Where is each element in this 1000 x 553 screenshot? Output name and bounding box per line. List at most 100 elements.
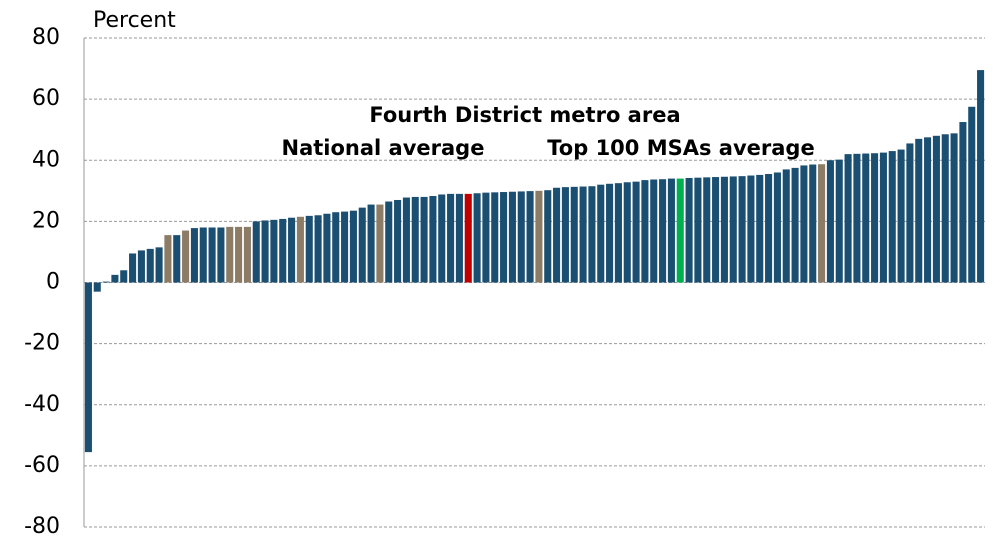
bar xyxy=(385,201,393,283)
bar xyxy=(120,270,128,283)
bar xyxy=(553,187,561,283)
bar xyxy=(473,193,481,283)
bar xyxy=(491,192,499,283)
bar xyxy=(623,182,631,283)
annotation: Fourth District metro area xyxy=(369,103,680,127)
bar xyxy=(932,135,940,283)
bar xyxy=(676,178,684,283)
bar xyxy=(950,133,958,283)
bar xyxy=(809,164,817,283)
bar xyxy=(712,177,720,283)
bar xyxy=(296,216,304,283)
y-tick-label: 20 xyxy=(32,208,60,233)
bar xyxy=(420,196,428,283)
bar xyxy=(959,122,967,283)
y-tick-label: 40 xyxy=(32,147,60,172)
bar xyxy=(173,235,181,283)
bar xyxy=(226,226,234,283)
bar xyxy=(129,253,137,283)
bar xyxy=(102,281,110,283)
bar xyxy=(288,217,296,283)
bar xyxy=(155,247,163,283)
bar xyxy=(93,282,101,292)
bar xyxy=(323,213,331,283)
bar xyxy=(747,175,755,283)
bar xyxy=(614,183,622,283)
bar xyxy=(632,181,640,283)
bar xyxy=(544,190,552,283)
bar xyxy=(402,197,410,283)
bar xyxy=(791,167,799,283)
bar xyxy=(358,207,366,283)
bar xyxy=(279,218,287,283)
bar xyxy=(906,143,914,283)
bar xyxy=(570,186,578,283)
bar xyxy=(447,193,455,283)
bar xyxy=(729,176,737,283)
bar xyxy=(217,227,225,283)
bar xyxy=(243,226,251,283)
bar xyxy=(411,196,419,283)
bar xyxy=(968,106,976,283)
bar xyxy=(517,191,525,283)
bar xyxy=(535,190,543,283)
bar xyxy=(977,70,985,283)
bar xyxy=(84,282,92,453)
bar xyxy=(190,228,198,283)
y-tick-label: 0 xyxy=(46,270,60,295)
bar xyxy=(659,179,667,283)
bar xyxy=(482,192,490,283)
bar xyxy=(941,134,949,283)
bar xyxy=(888,151,896,283)
bar xyxy=(597,184,605,283)
bar xyxy=(897,149,905,283)
bar xyxy=(782,169,790,283)
bar xyxy=(261,220,269,283)
y-tick-label: -60 xyxy=(24,453,60,478)
bar xyxy=(561,187,569,283)
y-tick-label: 80 xyxy=(32,25,60,50)
bar xyxy=(464,193,472,283)
bar xyxy=(694,177,702,283)
bar xyxy=(853,153,861,283)
bar xyxy=(756,174,764,283)
bar xyxy=(844,154,852,283)
bar xyxy=(394,199,402,283)
bar xyxy=(199,227,207,283)
bar xyxy=(667,178,675,283)
bar xyxy=(588,186,596,283)
bar xyxy=(579,186,587,283)
bar xyxy=(720,176,728,283)
y-tick-label: -20 xyxy=(24,331,60,356)
bar xyxy=(862,153,870,283)
bar xyxy=(208,227,216,283)
bar xyxy=(367,204,375,283)
bar xyxy=(738,176,746,283)
bar xyxy=(429,196,437,283)
bar xyxy=(270,219,278,283)
bar xyxy=(800,165,808,283)
bar xyxy=(924,137,932,283)
bar xyxy=(137,250,145,283)
bar xyxy=(349,210,357,283)
bar xyxy=(305,215,313,283)
bar xyxy=(111,274,119,283)
bar xyxy=(235,226,243,283)
bar xyxy=(314,215,322,283)
bar xyxy=(765,174,773,283)
bar xyxy=(650,179,658,283)
bar xyxy=(146,248,154,283)
bar xyxy=(500,192,508,283)
bar xyxy=(835,159,843,283)
grid xyxy=(84,37,985,528)
bar xyxy=(438,194,446,283)
bar xyxy=(164,235,172,283)
bar xyxy=(455,193,463,283)
bar xyxy=(508,191,516,283)
bar xyxy=(606,183,614,283)
bar xyxy=(252,221,260,283)
bar xyxy=(182,230,190,283)
y-tick-label: -80 xyxy=(24,514,60,539)
annotation: Top 100 MSAs average xyxy=(547,136,814,160)
bar xyxy=(879,152,887,283)
